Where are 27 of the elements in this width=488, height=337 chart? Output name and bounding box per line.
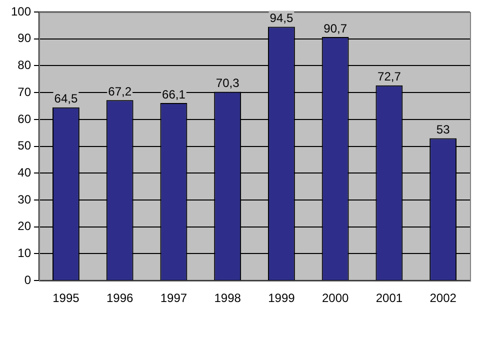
data-label: 94,5 [270,11,294,26]
y-tick-label: 90 [18,31,32,46]
data-label: 72,7 [378,70,402,84]
data-label: 53 [436,122,450,137]
x-tick-label: 1999 [268,291,296,306]
data-label: 70,3 [216,76,240,90]
data-label: 67,2 [108,84,132,98]
x-tick-label: 1995 [52,291,80,306]
y-tick-label: 20 [18,219,32,234]
y-tick-label: 100 [10,4,32,18]
x-tick-label: 2002 [430,291,457,306]
x-tick-label: 1996 [106,291,134,306]
data-label: 64,5 [54,92,78,106]
y-tick-label: 70 [18,84,32,99]
y-tick-label: 80 [18,58,32,72]
y-tick-label: 10 [18,246,32,260]
y-tick-label: 60 [18,112,32,126]
x-tick-label: 2000 [322,291,349,306]
x-tick-label: 1998 [214,291,242,306]
x-tick-label: 1997 [160,291,188,306]
data-label: 66,1 [162,87,186,102]
y-tick-label: 40 [18,165,32,180]
y-tick-label: 50 [18,138,32,153]
y-tick-label: 30 [18,192,32,206]
x-tick-label: 2001 [376,291,403,306]
y-tick-label: 0 [24,272,32,287]
data-label: 90,7 [324,21,348,36]
